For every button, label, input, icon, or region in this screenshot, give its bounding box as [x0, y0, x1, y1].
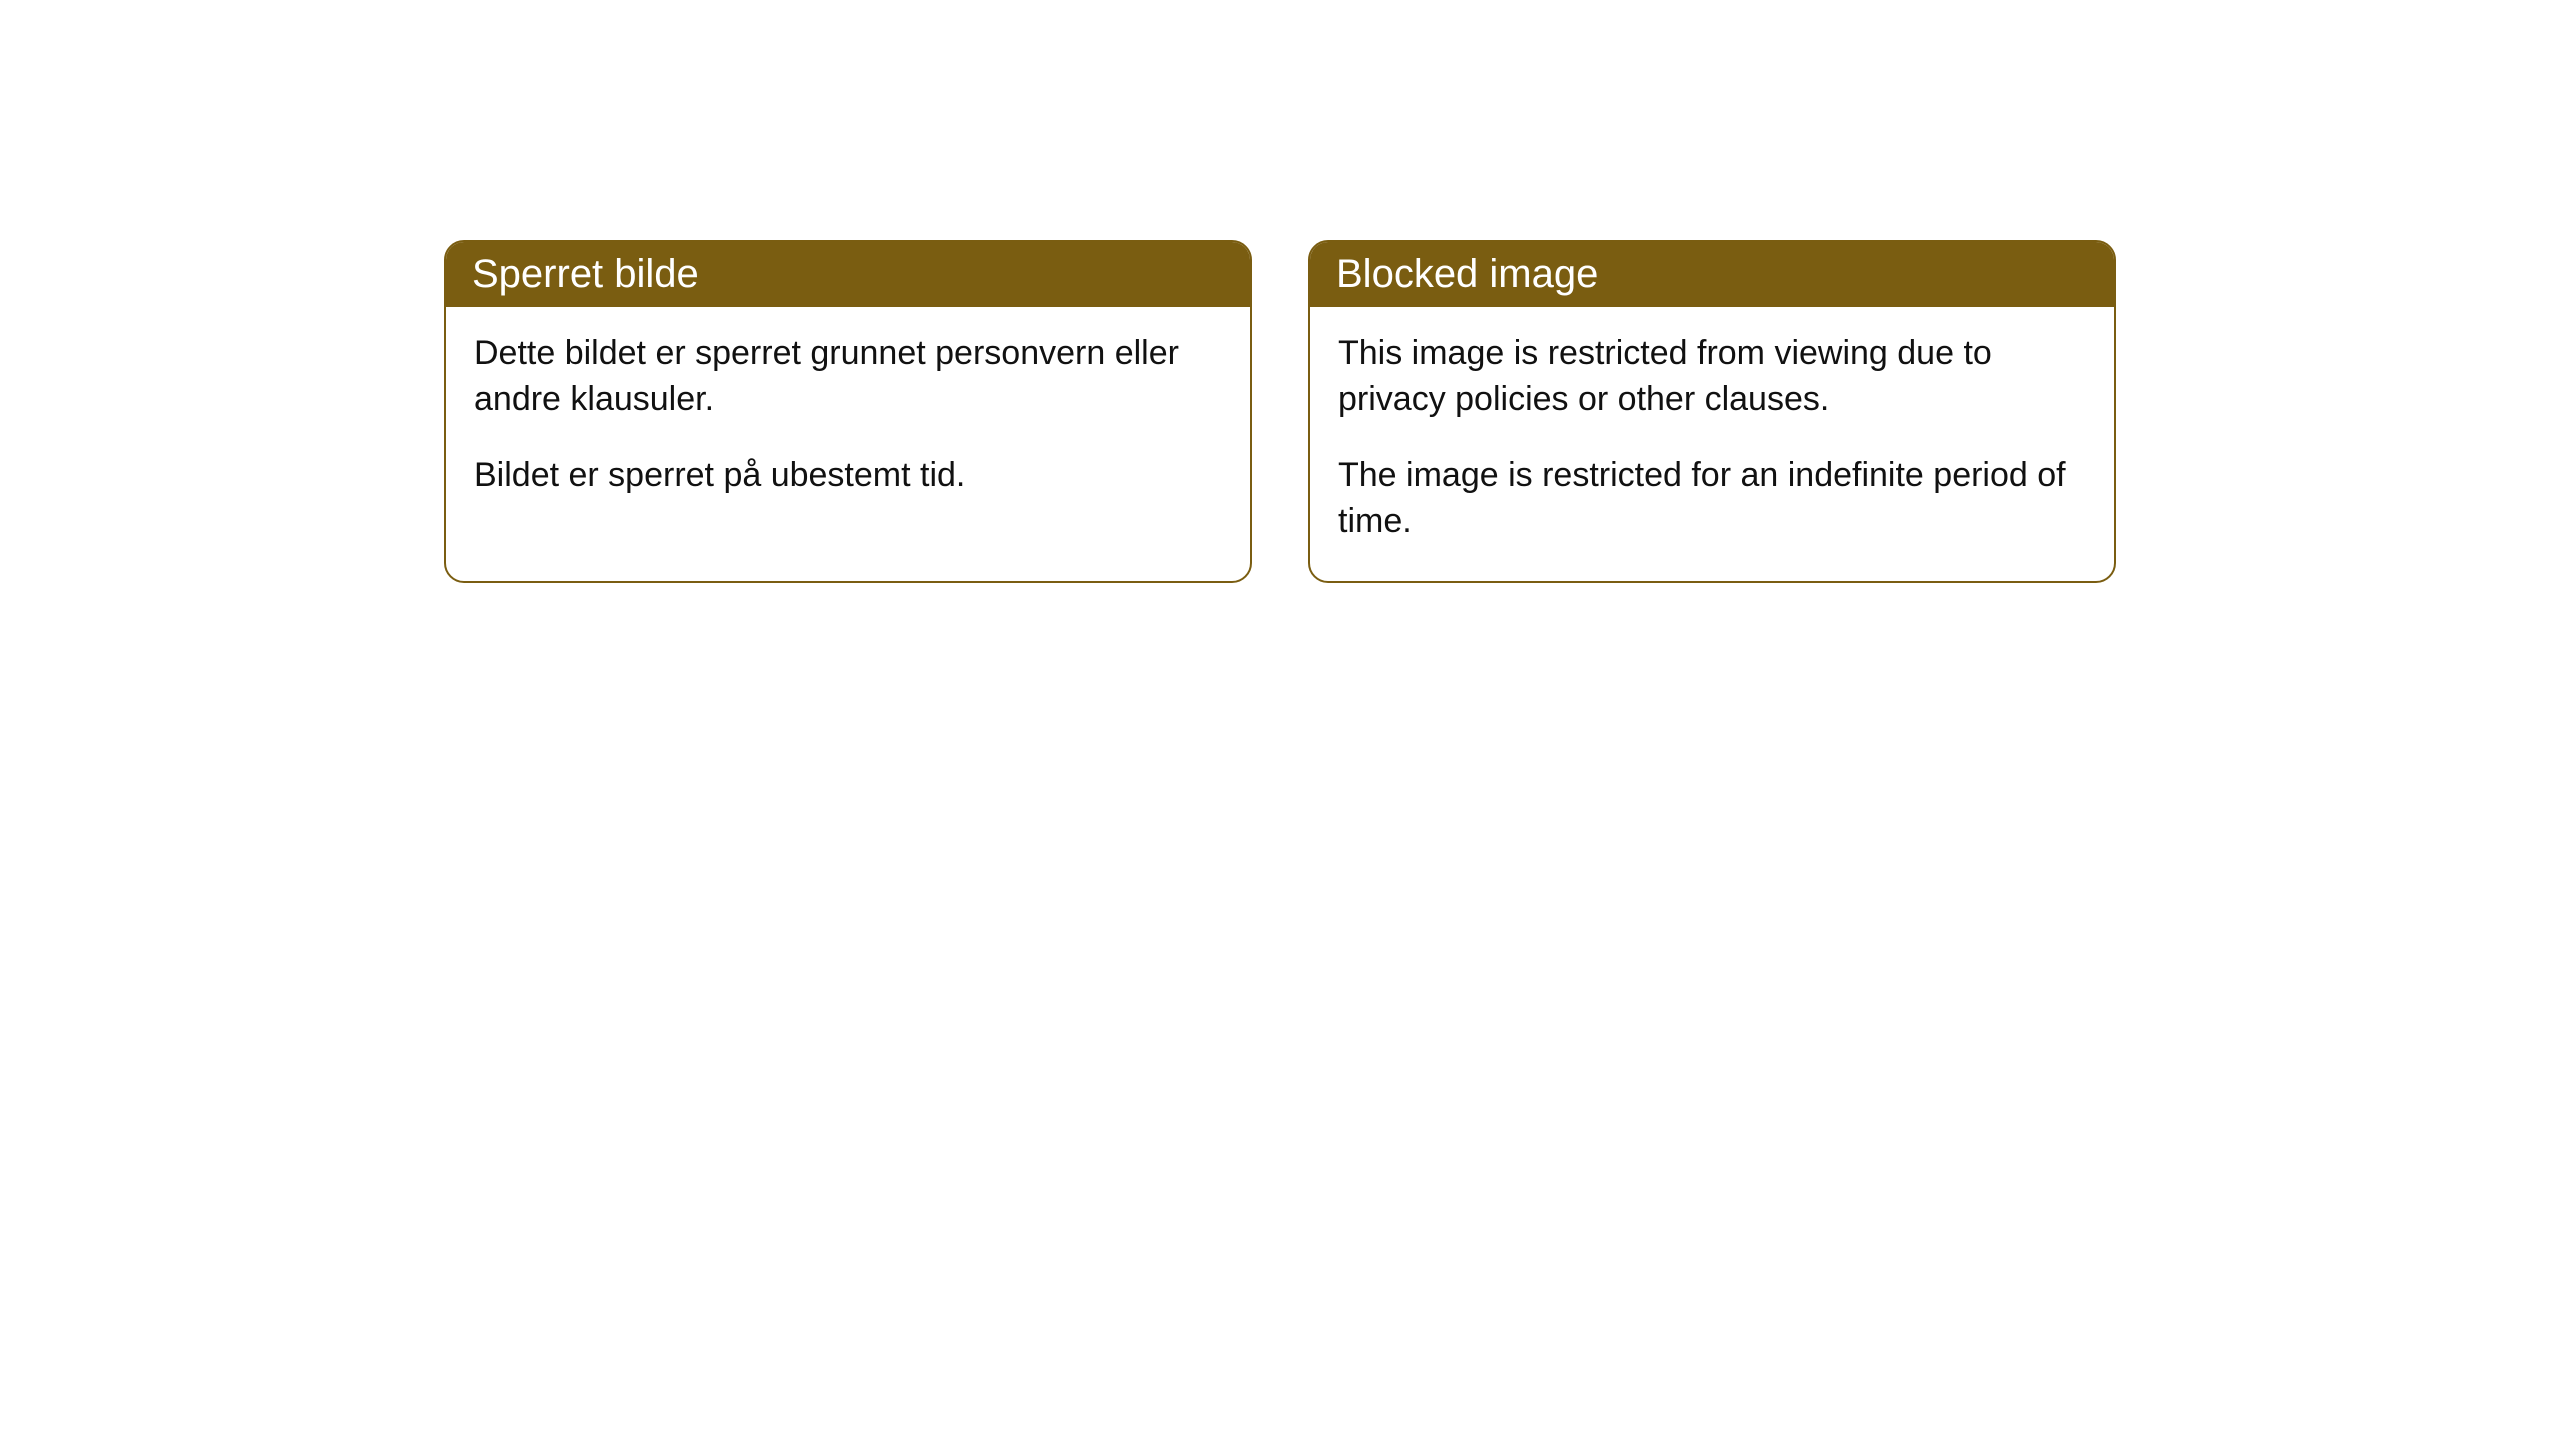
notice-card-norwegian: Sperret bilde Dette bildet er sperret gr… [444, 240, 1252, 583]
notice-paragraph: Dette bildet er sperret grunnet personve… [474, 331, 1222, 423]
notice-card-english: Blocked image This image is restricted f… [1308, 240, 2116, 583]
notice-header: Sperret bilde [446, 242, 1250, 307]
notice-body: This image is restricted from viewing du… [1310, 307, 2114, 581]
notice-header: Blocked image [1310, 242, 2114, 307]
notice-title: Sperret bilde [472, 252, 699, 296]
notice-paragraph: Bildet er sperret på ubestemt tid. [474, 453, 1222, 499]
notice-paragraph: The image is restricted for an indefinit… [1338, 453, 2086, 545]
notice-cards-container: Sperret bilde Dette bildet er sperret gr… [444, 240, 2116, 583]
notice-body: Dette bildet er sperret grunnet personve… [446, 307, 1250, 535]
notice-title: Blocked image [1336, 252, 1598, 296]
notice-paragraph: This image is restricted from viewing du… [1338, 331, 2086, 423]
